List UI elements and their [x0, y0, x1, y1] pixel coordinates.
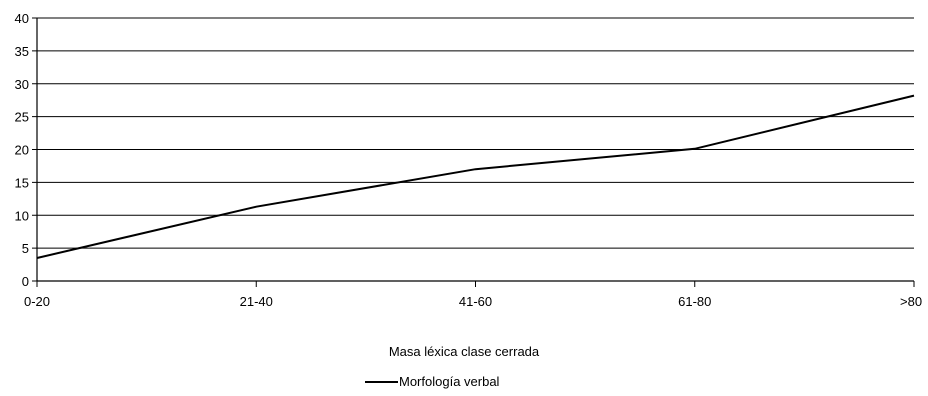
y-tick-label-30: 30 [15, 77, 29, 92]
y-tick-label-15: 15 [15, 175, 29, 190]
x-tick-label-1: 21-40 [240, 294, 273, 309]
gridlines [37, 18, 914, 248]
series-lines [37, 96, 914, 258]
y-tick-label-20: 20 [15, 143, 29, 158]
y-tick-label-35: 35 [15, 44, 29, 59]
axes [32, 18, 914, 287]
y-tick-label-25: 25 [15, 110, 29, 125]
x-axis-title: Masa léxica clase cerrada [389, 344, 540, 359]
legend: Morfología verbal [365, 374, 500, 389]
x-tick-label-3: 61-80 [678, 294, 711, 309]
y-tick-label-5: 5 [22, 241, 29, 256]
x-tick-label-2: 41-60 [459, 294, 492, 309]
series-line-0 [37, 96, 914, 258]
y-tick-label-10: 10 [15, 208, 29, 223]
legend-label-morfologia-verbal: Morfología verbal [399, 374, 500, 389]
y-tick-label-0: 0 [22, 274, 29, 289]
x-tick-label-0: 0-20 [24, 294, 50, 309]
x-tick-labels: 0-20 21-40 41-60 61-80 >80 [24, 294, 922, 309]
x-tick-label-4: >80 [900, 294, 922, 309]
y-tick-label-40: 40 [15, 11, 29, 26]
y-tick-labels: 0 5 10 15 20 25 30 35 40 [15, 11, 29, 289]
